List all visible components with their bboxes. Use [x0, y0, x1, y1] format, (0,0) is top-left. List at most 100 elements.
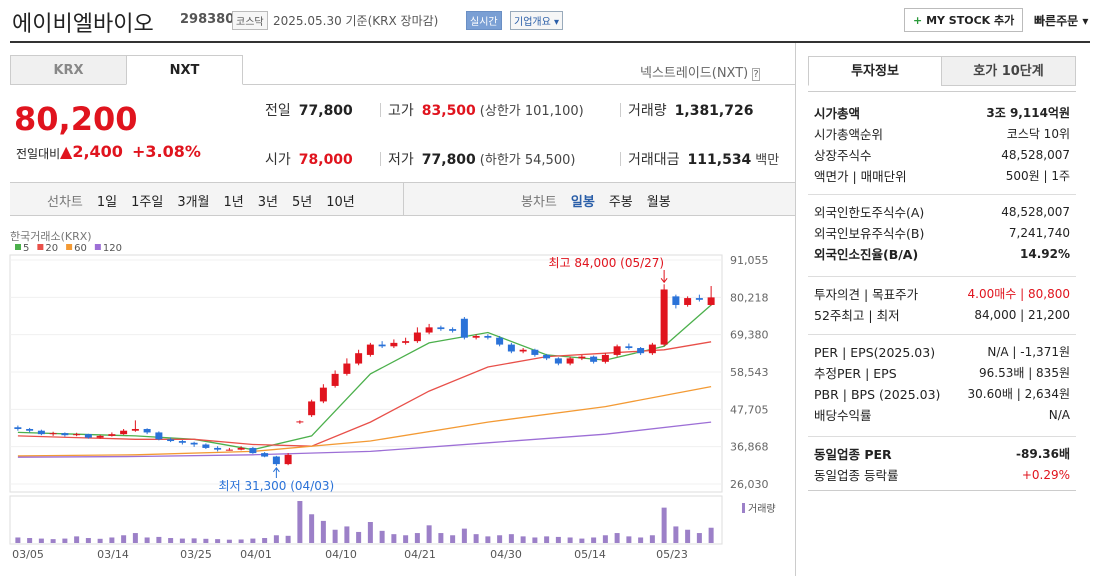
candle-body	[484, 335, 492, 338]
candle-body	[190, 442, 198, 445]
info-group: PER | EPS(2025.03) N/A | -1,371원 추정PER | E…	[814, 342, 1070, 426]
candle-body	[73, 434, 81, 436]
volume-bar	[426, 525, 432, 543]
period-button[interactable]: 월봉	[646, 195, 671, 210]
volume-bar	[649, 535, 655, 543]
period-button[interactable]: 3년	[257, 195, 278, 210]
tab-rule	[243, 84, 795, 85]
info-label: 외국인한도주식수(A)	[814, 205, 925, 220]
legend-label: 5	[23, 243, 29, 254]
volume-bar	[520, 536, 526, 543]
toolbar-label: 선차트	[47, 195, 83, 210]
candle-body	[343, 363, 351, 374]
quick-order[interactable]: 빠른주문 ▾	[1034, 14, 1089, 28]
period-button[interactable]: 3개월	[177, 195, 210, 210]
info-value: 7,241,740	[1008, 226, 1070, 240]
y-tick-label: 80,218	[730, 291, 769, 304]
volume-bar	[356, 531, 362, 543]
volume-bar	[15, 537, 21, 543]
volume-bar	[320, 520, 326, 543]
y-tick-label: 47,705	[730, 403, 769, 416]
candle-body	[449, 329, 457, 331]
volume-bar	[132, 533, 138, 543]
candle-body	[390, 342, 398, 347]
x-tick-label: 05/14	[574, 548, 606, 561]
period-button[interactable]: 1주일	[131, 195, 164, 210]
candle-body	[519, 349, 527, 352]
period-button[interactable]: 1일	[96, 195, 118, 210]
volume-legend-icon	[742, 503, 745, 513]
my-stock-button[interactable]: + MY STOCK 추가	[904, 8, 1024, 32]
overview-button[interactable]: 기업개요 ▾	[510, 11, 564, 30]
legend-label: 120	[103, 243, 122, 254]
low-arrow	[272, 467, 280, 478]
info-label: PER | EPS(2025.03)	[814, 345, 936, 360]
legend-swatch	[15, 244, 21, 250]
period-button[interactable]: 주봉	[608, 195, 633, 210]
volume-bar	[685, 529, 691, 543]
candle-body	[672, 296, 680, 305]
nxt-tab[interactable]: NXT	[126, 55, 243, 85]
candle-body	[84, 434, 92, 438]
candle-body	[237, 447, 245, 450]
stat-item: 시가 78,000	[265, 149, 353, 169]
candle-body	[355, 353, 363, 364]
volume-bar	[226, 539, 232, 543]
volume-bar	[203, 538, 209, 543]
candle-body	[108, 434, 116, 436]
info-row: 시가총액순위 코스닥 10위	[814, 124, 1070, 145]
candle-body	[308, 401, 316, 416]
candle-body	[625, 346, 633, 349]
toolbar-label: 봉차트	[521, 195, 557, 210]
group-separator	[808, 276, 1076, 277]
x-tick-label: 03/25	[180, 548, 212, 561]
info-label: 상장주식수	[814, 148, 872, 163]
candle-body	[131, 428, 139, 431]
info-value: 48,528,007	[1001, 205, 1070, 219]
info-label: 동일업종 PER	[814, 447, 892, 462]
period-button[interactable]: 5년	[292, 195, 313, 210]
stat-label: 저가	[388, 152, 414, 168]
info-value: 84,000 | 21,200	[974, 308, 1070, 322]
stat-label: 시가	[265, 152, 291, 168]
candle-body	[660, 289, 668, 345]
period-button[interactable]: 10년	[326, 195, 355, 210]
info-label: 동일업종 등락률	[814, 468, 899, 483]
volume-bar	[85, 538, 91, 543]
candle-body	[613, 346, 621, 355]
candle-body	[578, 356, 586, 359]
krx-tab[interactable]: KRX	[10, 55, 127, 85]
volume-bar	[508, 534, 514, 543]
moving-average	[17, 385, 712, 457]
volume-bar	[215, 539, 221, 543]
volume-bar	[673, 526, 679, 543]
period-button[interactable]: 일봉	[570, 195, 595, 210]
stat-item: 거래대금 111,534 백만	[628, 149, 779, 169]
info-row: 외국인한도주식수(A) 48,528,007	[814, 202, 1070, 223]
candle-body	[178, 441, 186, 443]
volume-bar	[591, 537, 597, 543]
stat-value: 1,381,726	[674, 103, 754, 119]
info-row: 투자의견 | 목표주가 4.00매수 | 80,800	[814, 284, 1070, 305]
base-date: 2025.05.30 기준(KRX 장마감)	[273, 14, 439, 28]
moving-average	[17, 421, 712, 458]
plot-frame	[9, 254, 723, 493]
volume-bar	[497, 535, 503, 543]
info-label: PBR | BPS (2025.03)	[814, 387, 941, 402]
quote-tab[interactable]: 호가 10단계	[941, 56, 1076, 86]
volume-bar	[250, 538, 256, 543]
info-value: 48,528,007	[1001, 148, 1070, 162]
change-value: 2,400	[72, 142, 123, 161]
stat-value: 77,800	[421, 152, 476, 168]
info-group: 시가총액 3조 9,114억원 시가총액순위 코스닥 10위 상장주식수 48,528,0…	[814, 103, 1070, 187]
stat-item: 고가 83,500 (상한가 101,100)	[388, 100, 584, 120]
candle-body	[707, 297, 715, 305]
info-label: 추정PER | EPS	[814, 366, 897, 381]
nxt-link[interactable]: 넥스트레이드(NXT) ?	[640, 62, 760, 81]
candle-body	[14, 427, 22, 429]
high-annotation: 최고 84,000 (05/27)	[548, 256, 664, 270]
volume-bar	[191, 538, 197, 543]
period-button[interactable]: 1년	[223, 195, 244, 210]
realtime-badge[interactable]: 실시간	[466, 11, 502, 30]
invest-tab[interactable]: 투자정보	[808, 56, 942, 86]
